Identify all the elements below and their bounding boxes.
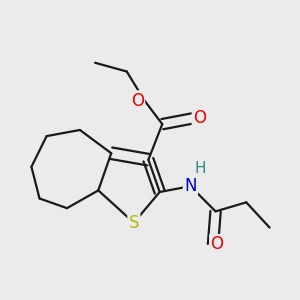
Text: O: O [210,235,224,253]
Text: H: H [195,161,206,176]
Text: O: O [193,109,206,127]
Text: O: O [131,92,144,110]
Text: S: S [129,214,139,232]
Text: N: N [184,177,196,195]
